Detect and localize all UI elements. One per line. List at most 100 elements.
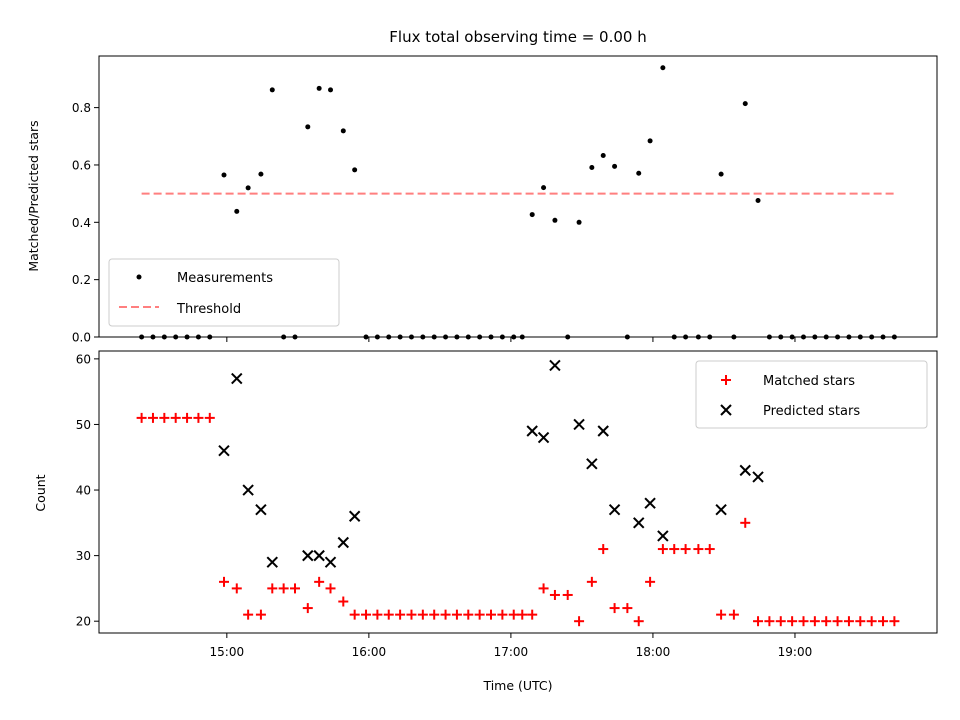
bottom-x-tick-label: 16:00 [352, 645, 387, 659]
top-y-tick-label: 0.0 [72, 331, 91, 345]
legend-measurements-marker [136, 274, 142, 280]
matched-star-point [586, 576, 597, 587]
matched-star-point [574, 616, 585, 627]
matched-star-point [314, 576, 325, 587]
matched-star-point [267, 583, 278, 594]
measurement-point [269, 87, 275, 93]
matched-star-point [218, 576, 229, 587]
matched-star-point [855, 616, 866, 627]
top-y-tick-label: 0.6 [72, 158, 91, 172]
matched-star-point [832, 616, 843, 627]
top-y-tick-label: 0.4 [72, 216, 91, 230]
matched-star-point [204, 412, 215, 423]
legend-x-marker [720, 404, 732, 416]
matched-star-point [716, 609, 727, 620]
matched-star-point [538, 583, 549, 594]
matched-star-point [231, 583, 242, 594]
predicted-star-point [657, 530, 669, 542]
top-panel: 0.00.20.40.60.8 Matched/Predicted stars … [26, 55, 938, 345]
matched-star-point [740, 517, 751, 528]
matched-star-point [693, 544, 704, 555]
matched-star-point [182, 412, 193, 423]
matched-star-point [669, 544, 680, 555]
matched-star-point [440, 609, 451, 620]
matched-star-point [753, 616, 764, 627]
matched-star-point [136, 412, 147, 423]
measurement-point [340, 128, 346, 134]
measurement-point [328, 87, 334, 93]
matched-star-point [349, 609, 360, 620]
predicted-star-point [231, 372, 243, 385]
matched-star-point [325, 583, 336, 594]
bottom-panel: 20 30 40 50 60 15:00 16:00 17:00 18:00 19:00 Coun… [33, 350, 938, 693]
bottom-plot-frame [98, 350, 938, 634]
matched-star-point [704, 544, 715, 555]
measurement-point [576, 219, 582, 225]
matched-star-point [843, 616, 854, 627]
matched-star-point [633, 616, 644, 627]
matched-star-point [302, 603, 313, 614]
legend-matched-label: Matched stars [763, 374, 855, 389]
matched-star-point [243, 609, 254, 620]
predicted-star-point [302, 549, 314, 562]
top-y-tick-label: 0.8 [72, 101, 91, 115]
matched-star-point [878, 616, 889, 627]
matched-star-point [728, 609, 739, 620]
matched-star-point [170, 412, 181, 423]
x-axis-label: Time (UTC) [482, 678, 552, 693]
matched-star-point [406, 609, 417, 620]
matched-star-point [764, 616, 775, 627]
measurement-point [755, 198, 761, 204]
matched-star-point [338, 596, 349, 607]
predicted-star-point [586, 458, 598, 470]
matched-star-point [255, 609, 266, 620]
matched-star-point [622, 603, 633, 614]
matched-star-point [417, 609, 428, 620]
measurement-point [221, 172, 227, 178]
matched-star-point [680, 544, 691, 555]
matched-star-point [549, 589, 560, 600]
measurement-point [718, 171, 724, 177]
matched-star-point [508, 609, 519, 620]
measurement-point [234, 208, 240, 214]
matched-star-point [451, 609, 462, 620]
predicted-star-point [715, 503, 727, 516]
measurement-point [660, 65, 666, 71]
predicted-star-point [337, 536, 350, 549]
predicted-star-point [255, 503, 267, 516]
predicted-star-point [348, 510, 361, 522]
matched-star-point [609, 603, 620, 614]
top-axis-ticks: 0.0 0.2 0.4 0.6 0.8 [72, 101, 796, 345]
top-measurement-points [139, 65, 897, 340]
bottom-x-tick-label: 19:00 [778, 645, 813, 659]
predicted-star-point [266, 556, 278, 568]
measurement-point [589, 165, 595, 171]
measurement-point [636, 170, 642, 176]
bottom-y-tick-label: 40 [76, 484, 91, 498]
predicted-star-point [739, 464, 751, 477]
matched-star-point [463, 609, 474, 620]
predicted-star-point [633, 517, 645, 529]
matched-star-point [787, 616, 798, 627]
legend-predicted-marker [720, 404, 732, 416]
matched-star-point [361, 609, 372, 620]
matched-star-point [889, 616, 900, 627]
measurement-point [352, 167, 358, 173]
chart-title: Flux total observing time = 0.00 h [389, 28, 646, 46]
predicted-star-point [752, 471, 764, 483]
top-plot-frame [98, 55, 938, 338]
legend-predicted-label: Predicted stars [763, 404, 860, 419]
matched-star-point [372, 609, 383, 620]
matched-star-point [821, 616, 832, 627]
measurement-point [245, 185, 251, 191]
bottom-y-axis-label: Count [33, 474, 48, 511]
predicted-star-point [324, 556, 337, 568]
bottom-x-tick-label: 18:00 [636, 645, 671, 659]
measurement-point [600, 152, 606, 158]
matched-star-point [657, 544, 668, 555]
measurement-point [258, 171, 264, 177]
matched-star-point [497, 609, 508, 620]
matched-star-point [562, 589, 573, 600]
matched-star-point [429, 609, 440, 620]
